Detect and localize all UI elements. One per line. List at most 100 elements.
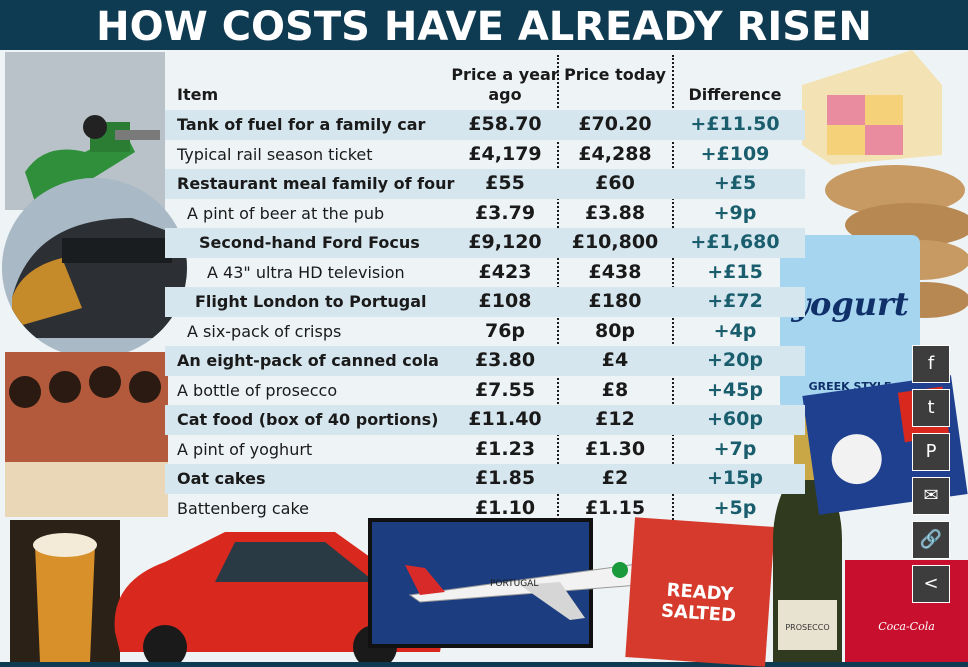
row-item: An eight-pack of canned cola (177, 351, 439, 370)
table-row: Typical rail season ticket £4,179 £4,288 +£… (165, 140, 805, 170)
row-item: A pint of yoghurt (177, 439, 313, 459)
row-price-year-ago: £1.85 (474, 467, 536, 489)
title-bar: HOW COSTS HAVE ALREADY RISEN (0, 0, 968, 50)
pinterest-share-button[interactable]: P (912, 433, 950, 471)
row-price-year-ago: £9,120 (468, 231, 542, 253)
link-icon: 🔗 (919, 529, 943, 550)
row-price-year-ago: £11.40 (468, 408, 542, 430)
share-icon: < (923, 573, 939, 594)
yogurt-label: yogurt (791, 285, 909, 323)
row-difference: +£5 (713, 172, 757, 194)
row-difference: +7p (713, 437, 757, 460)
row-item: Second-hand Ford Focus (199, 233, 420, 252)
fuel-nozzle-photo (5, 52, 165, 210)
battenberg-photo (792, 45, 952, 170)
airplane-photo: PORTUGAL (400, 540, 690, 620)
cola-label: Coca-Cola (878, 620, 935, 633)
facebook-icon: f (927, 353, 935, 374)
row-difference: +£11.50 (690, 113, 780, 135)
row-price-today: £438 (588, 260, 642, 283)
television-photo (368, 518, 593, 648)
row-difference: +20p (707, 349, 763, 371)
row-price-year-ago: £4,179 (468, 142, 542, 165)
row-price-today: £4,288 (578, 142, 652, 165)
table-row: A 43" ultra HD television £423 £438 +£15 (165, 258, 805, 288)
row-price-today: £1.15 (584, 496, 646, 519)
row-price-today: £10,800 (571, 231, 659, 253)
row-price-today: £3.88 (584, 201, 646, 224)
table-row: A pint of beer at the pub £3.79 £3.88 +9p (165, 199, 805, 229)
table-row: A pint of yoghurt £1.23 £1.30 +7p (165, 435, 805, 465)
table-row: A bottle of prosecco £7.55 £8 +45p (165, 376, 805, 406)
share-share-button[interactable]: < (912, 565, 950, 603)
row-item: A six-pack of crisps (187, 321, 342, 341)
family-restaurant-photo (5, 352, 168, 517)
table-row: Cat food (box of 40 portions) £11.40 £12 +6… (165, 405, 805, 435)
row-price-year-ago: £55 (485, 172, 525, 194)
train-photo (2, 178, 187, 358)
table-row: An eight-pack of canned cola £3.80 £4 +20p (165, 346, 805, 376)
table-row: A six-pack of crisps 76p 80p +4p (165, 317, 805, 347)
email-icon: ✉ (923, 485, 939, 506)
row-difference: +£1,680 (690, 231, 780, 253)
row-item: Typical rail season ticket (177, 144, 373, 164)
row-price-year-ago: 76p (484, 319, 526, 342)
row-price-today: £8 (601, 378, 629, 401)
row-difference: +15p (707, 467, 763, 489)
row-difference: +£72 (707, 290, 763, 312)
row-price-year-ago: £423 (478, 260, 532, 283)
row-difference: +5p (713, 496, 757, 519)
row-difference: +60p (707, 408, 763, 430)
row-price-year-ago: £1.23 (474, 437, 536, 460)
row-difference: +9p (713, 201, 757, 224)
table-row: Second-hand Ford Focus £9,120 £10,800 +£1,6… (165, 228, 805, 258)
table-row: Tank of fuel for a family car £58.70 £70.2… (165, 110, 805, 140)
row-item: Oat cakes (177, 469, 266, 488)
row-item: Tank of fuel for a family car (177, 115, 426, 134)
row-item: Cat food (box of 40 portions) (177, 410, 439, 429)
header-year-ago: Price a year ago (451, 65, 559, 104)
row-item: Restaurant meal family of four (177, 174, 455, 193)
prosecco-label: PROSECCO (785, 623, 830, 632)
row-price-year-ago: £3.80 (474, 349, 536, 371)
header-difference: Difference (688, 85, 782, 104)
crisps-photo: READY SALTED (625, 517, 775, 667)
twitter-share-button[interactable]: t (912, 389, 950, 427)
row-price-year-ago: £7.55 (474, 378, 536, 401)
infographic-title: HOW COSTS HAVE ALREADY RISEN (96, 4, 872, 50)
header-item: Item (177, 85, 219, 104)
email-share-button[interactable]: ✉ (912, 477, 950, 515)
row-price-year-ago: £108 (478, 290, 532, 312)
header-today: Price today (564, 65, 666, 84)
beer-photo (10, 520, 120, 662)
row-price-today: £4 (601, 349, 629, 371)
table-row: Restaurant meal family of four £55 £60 +£5 (165, 169, 805, 199)
table-row: Oat cakes £1.85 £2 +15p (165, 464, 805, 494)
row-item: A bottle of prosecco (177, 380, 338, 400)
row-price-today: £1.30 (584, 437, 646, 460)
row-price-today: £2 (601, 467, 629, 489)
row-price-year-ago: £58.70 (468, 113, 542, 135)
row-price-today: £180 (588, 290, 642, 312)
row-price-year-ago: £3.79 (474, 201, 536, 224)
row-item: A 43" ultra HD television (207, 262, 405, 282)
row-difference: +45p (707, 378, 763, 401)
row-difference: +4p (713, 319, 757, 342)
table-row: Flight London to Portugal £108 £180 +£72 (165, 287, 805, 317)
crisps-label: READY SALTED (660, 579, 737, 627)
row-item: Flight London to Portugal (195, 292, 427, 311)
row-price-today: £60 (595, 172, 635, 194)
link-share-button[interactable]: 🔗 (912, 521, 950, 559)
row-price-today: £70.20 (578, 113, 652, 135)
row-difference: +£15 (707, 260, 763, 283)
row-price-today: 80p (594, 319, 636, 342)
facebook-share-button[interactable]: f (912, 345, 950, 383)
row-item: A pint of beer at the pub (187, 203, 385, 223)
row-item: Battenberg cake (177, 498, 309, 518)
row-price-year-ago: £1.10 (474, 496, 536, 519)
row-price-today: £12 (595, 408, 635, 430)
plane-livery-text: PORTUGAL (490, 579, 538, 589)
yogurt-photo: yogurt GREEK STYLE (780, 235, 920, 410)
pinterest-icon: P (925, 441, 937, 462)
